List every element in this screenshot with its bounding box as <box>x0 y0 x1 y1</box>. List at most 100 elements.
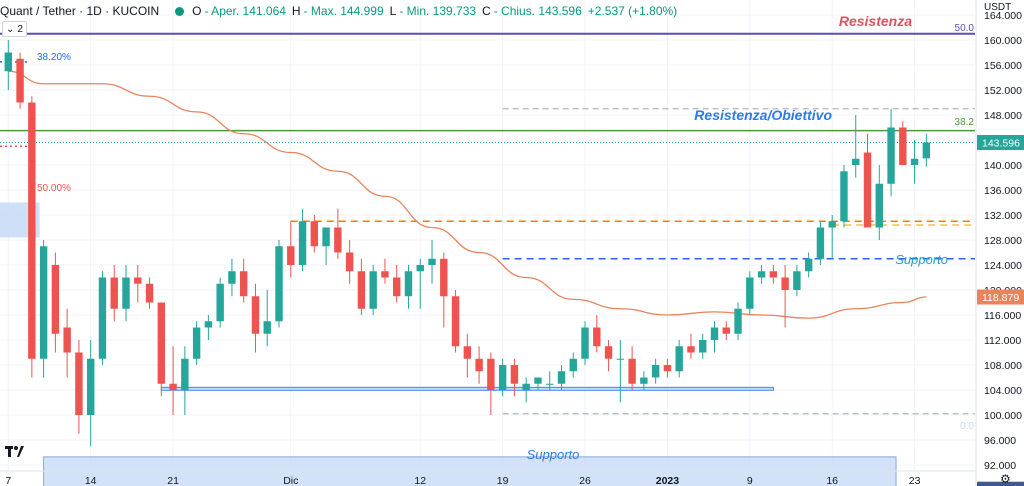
candle[interactable] <box>852 115 860 178</box>
price-tick-label: 152.000 <box>984 85 1022 97</box>
open-label: O <box>192 4 202 18</box>
candle[interactable] <box>4 40 12 90</box>
candle[interactable] <box>699 333 707 359</box>
candle[interactable] <box>734 302 742 341</box>
candle[interactable] <box>263 290 271 347</box>
candle[interactable] <box>687 333 695 359</box>
candle-body <box>675 346 683 372</box>
price-tick-label: 108.000 <box>984 360 1022 372</box>
candle[interactable] <box>145 277 154 309</box>
candle[interactable] <box>428 240 436 284</box>
candle[interactable] <box>722 321 730 340</box>
candle[interactable] <box>675 340 683 378</box>
candle[interactable] <box>16 52 24 109</box>
candle[interactable] <box>828 215 836 259</box>
candle[interactable] <box>887 108 895 197</box>
candle[interactable] <box>757 265 766 284</box>
candle[interactable] <box>593 315 601 353</box>
candle[interactable] <box>63 308 71 378</box>
candle-body <box>51 265 60 334</box>
candle[interactable] <box>651 358 660 384</box>
candle[interactable] <box>781 265 789 328</box>
candle[interactable] <box>522 377 530 403</box>
candle[interactable] <box>793 265 801 297</box>
candle[interactable] <box>75 340 83 434</box>
candle[interactable] <box>404 265 413 309</box>
candle[interactable] <box>381 258 389 284</box>
indicator-collapse-button[interactable]: ⌄ 2 <box>2 21 27 37</box>
candle-body <box>487 358 495 390</box>
candle[interactable] <box>287 221 295 278</box>
time-tick-label: 7 <box>5 475 11 486</box>
price-tick-label: 92.000 <box>984 460 1016 472</box>
candle[interactable] <box>910 140 919 184</box>
candle[interactable] <box>804 252 813 278</box>
candle[interactable] <box>498 358 507 397</box>
candle[interactable] <box>334 208 342 259</box>
candle[interactable] <box>569 352 577 378</box>
candle[interactable] <box>710 321 719 353</box>
settings-gear-icon[interactable]: ⚙ <box>1000 472 1011 486</box>
currency-label: USDT <box>984 2 1011 13</box>
candle[interactable] <box>475 346 483 384</box>
candle[interactable] <box>769 265 778 284</box>
price-tick-label: 148.000 <box>984 110 1022 122</box>
candle[interactable] <box>86 340 95 447</box>
candle[interactable] <box>581 321 589 365</box>
candle[interactable] <box>240 258 248 303</box>
candle[interactable] <box>228 258 236 297</box>
candle[interactable] <box>192 321 201 365</box>
candle-body <box>734 308 742 334</box>
candle[interactable] <box>310 215 319 253</box>
candle[interactable] <box>746 271 754 315</box>
candle[interactable] <box>416 258 424 309</box>
candle[interactable] <box>345 240 354 284</box>
candle[interactable] <box>616 340 625 403</box>
candle[interactable] <box>98 271 107 365</box>
candle[interactable] <box>510 358 519 397</box>
candle[interactable] <box>110 265 118 322</box>
candle[interactable] <box>51 252 60 353</box>
candle[interactable] <box>922 133 931 167</box>
candle[interactable] <box>134 265 142 303</box>
candle[interactable] <box>357 258 366 315</box>
candle[interactable] <box>534 377 542 391</box>
candle[interactable] <box>451 290 460 353</box>
candle[interactable] <box>181 346 189 415</box>
candle[interactable] <box>393 265 401 303</box>
price-tick-label: 116.000 <box>984 310 1021 322</box>
candle[interactable] <box>546 371 554 390</box>
candle[interactable] <box>157 302 166 397</box>
candle[interactable] <box>122 265 130 322</box>
candle[interactable] <box>899 121 907 165</box>
candle[interactable] <box>628 346 636 390</box>
candle[interactable] <box>251 283 260 353</box>
candle[interactable] <box>216 277 224 328</box>
candle[interactable] <box>663 358 672 378</box>
candle[interactable] <box>275 240 283 328</box>
candle-body <box>710 327 719 340</box>
candle[interactable] <box>557 365 566 390</box>
candle[interactable] <box>39 240 48 378</box>
candle[interactable] <box>322 227 330 266</box>
candle[interactable] <box>640 371 648 390</box>
candle[interactable] <box>604 340 613 372</box>
candle[interactable] <box>204 315 213 340</box>
candle[interactable] <box>369 265 377 315</box>
symbol-title[interactable]: Quant / Tether · 1D · KUCOIN <box>0 4 160 18</box>
candle-body <box>522 383 530 390</box>
candle[interactable] <box>28 96 36 378</box>
low-label: L <box>389 4 397 18</box>
candle[interactable] <box>169 346 177 415</box>
close-label: C <box>482 4 491 18</box>
candle[interactable] <box>863 133 872 228</box>
candle[interactable] <box>816 221 825 265</box>
candle[interactable] <box>840 165 848 228</box>
candle-body <box>569 358 577 372</box>
candle[interactable] <box>440 252 448 328</box>
candle[interactable] <box>463 333 472 378</box>
candle[interactable] <box>487 352 495 416</box>
candle[interactable] <box>875 165 883 240</box>
candle[interactable] <box>298 208 307 272</box>
